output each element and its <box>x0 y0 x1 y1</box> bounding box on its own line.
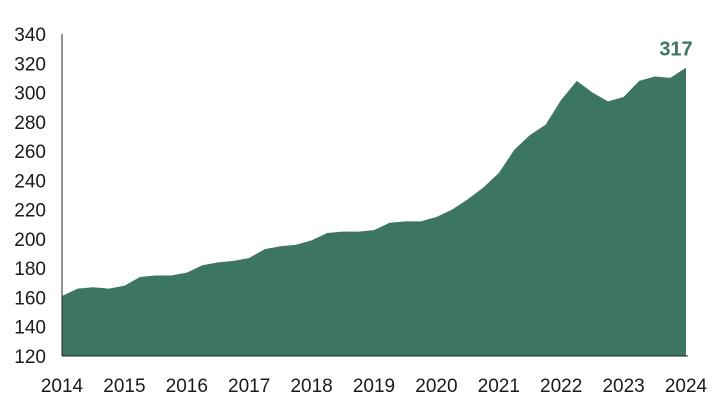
y-tick-label: 320 <box>14 54 46 75</box>
end-value-label: 317 <box>659 39 692 61</box>
x-axis-ticks: 2014 2015 2016 2017 2018 2019 2020 2021 2022 2023… <box>41 376 708 397</box>
x-tick-label: 2023 <box>602 376 644 397</box>
x-tick-label: 2024 <box>665 376 708 397</box>
x-tick-label: 2021 <box>478 376 520 397</box>
x-tick-label: 2019 <box>353 376 395 397</box>
area-series <box>62 67 686 356</box>
y-tick-label: 200 <box>14 230 46 251</box>
area-layer <box>62 67 686 356</box>
x-tick-label: 2022 <box>540 376 582 397</box>
y-tick-label: 240 <box>14 171 46 192</box>
y-tick-label: 280 <box>14 113 46 134</box>
y-tick-label: 260 <box>14 142 46 163</box>
y-tick-label: 140 <box>14 318 46 339</box>
y-tick-label: 120 <box>14 347 46 368</box>
x-tick-label: 2015 <box>103 376 145 397</box>
y-tick-label: 220 <box>14 201 46 222</box>
x-tick-label: 2017 <box>228 376 270 397</box>
y-axis-ticks: 120 140 160 180 200 220 240 260 280 300 320 340 <box>14 25 46 368</box>
x-tick-label: 2016 <box>166 376 208 397</box>
axes-layer <box>61 34 688 357</box>
y-tick-label: 300 <box>14 84 46 105</box>
y-tick-label: 180 <box>14 259 46 280</box>
y-tick-label: 160 <box>14 288 46 309</box>
x-tick-label: 2018 <box>290 376 332 397</box>
x-tick-label: 2014 <box>41 376 84 397</box>
x-tick-label: 2020 <box>415 376 457 397</box>
y-tick-label: 340 <box>14 25 46 46</box>
